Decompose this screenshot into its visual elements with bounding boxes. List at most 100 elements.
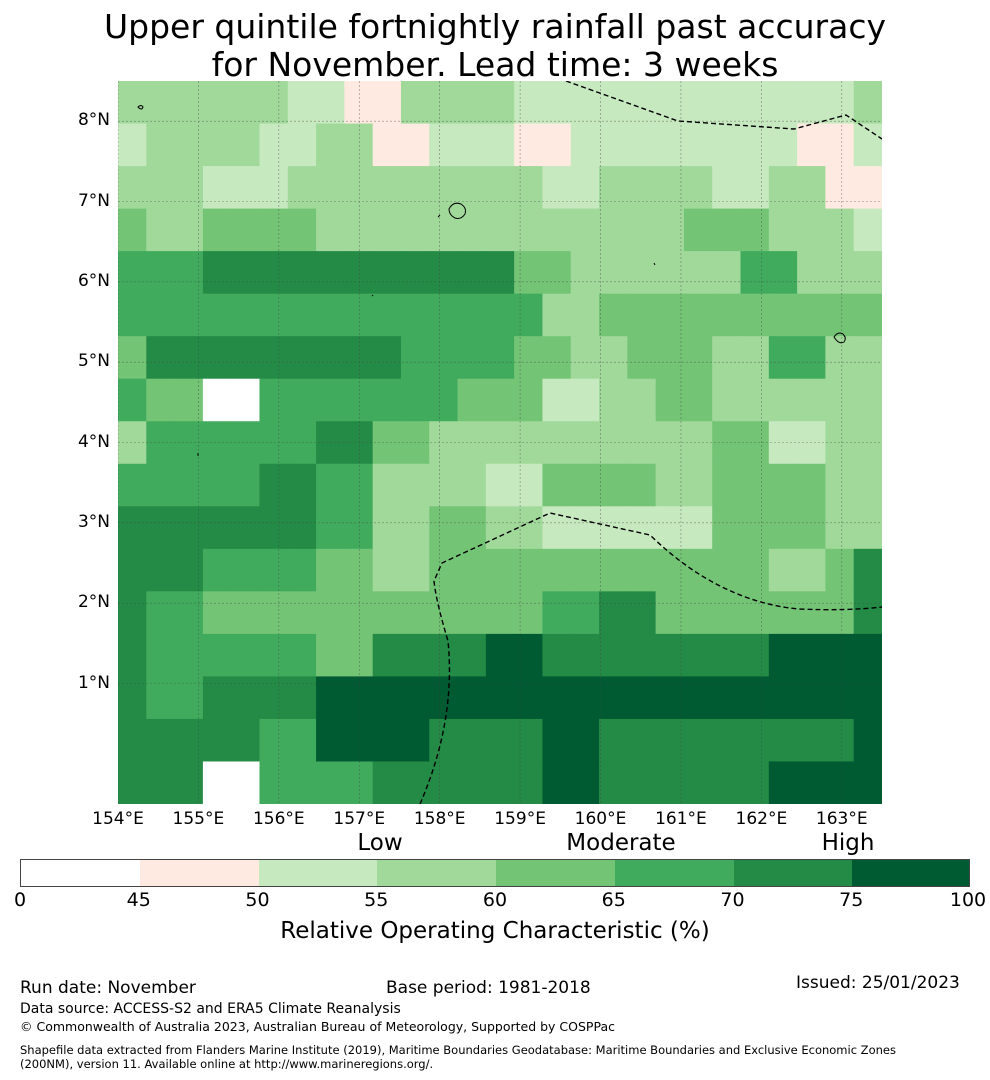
grid-cell xyxy=(514,378,544,422)
colorbar-segment xyxy=(733,860,854,886)
grid-cell xyxy=(853,378,882,422)
grid-cell xyxy=(740,506,770,550)
grid-cell xyxy=(768,166,798,210)
grid-cell xyxy=(514,208,544,252)
grid-cell xyxy=(287,81,317,125)
grid-cell xyxy=(542,208,572,252)
grid-cell xyxy=(655,336,685,380)
grid-cell xyxy=(542,123,572,167)
grid-cell xyxy=(712,293,742,337)
grid-cell xyxy=(202,463,232,507)
grid-cell xyxy=(853,676,882,720)
grid-cell xyxy=(485,166,515,210)
grid-cell xyxy=(202,548,232,592)
grid-cell xyxy=(202,336,232,380)
grid-cell xyxy=(825,761,855,804)
grid-cell xyxy=(655,548,685,592)
grid-cell xyxy=(683,421,713,465)
grid-cell xyxy=(570,463,600,507)
grid-cell xyxy=(344,506,374,550)
grid-cell xyxy=(174,761,204,804)
grid-cell xyxy=(429,293,459,337)
grid-cell xyxy=(740,336,770,380)
grid-cell xyxy=(542,591,572,635)
eez-boundaries xyxy=(419,81,882,804)
grid-cell xyxy=(287,336,317,380)
grid-cell xyxy=(797,251,827,295)
grid-cell xyxy=(570,506,600,550)
grid-cell xyxy=(231,421,261,465)
grid-cell xyxy=(344,208,374,252)
grid-cell xyxy=(259,463,289,507)
grid-cell xyxy=(514,123,544,167)
grid-cell xyxy=(683,463,713,507)
grid-cell xyxy=(372,591,402,635)
grid-cell xyxy=(316,208,345,252)
grid-cell xyxy=(259,633,289,678)
colorbar-segment xyxy=(852,860,969,886)
grid-cell xyxy=(740,251,770,295)
grid-cell xyxy=(655,123,685,167)
grid-cell xyxy=(768,761,798,804)
grid-cell xyxy=(316,676,345,720)
grid-cell xyxy=(655,463,685,507)
grid-cell xyxy=(683,506,713,550)
grid-cell xyxy=(514,251,544,295)
grid-cell xyxy=(344,378,374,422)
grid-cell xyxy=(316,548,345,592)
grid-cell xyxy=(570,293,600,337)
grid-cell xyxy=(853,81,882,125)
grid-cell xyxy=(372,421,402,465)
grid-cell xyxy=(202,718,232,763)
grid-cell xyxy=(344,633,374,678)
grid-cell xyxy=(372,378,402,422)
grid-cell xyxy=(683,208,713,252)
grid-cell xyxy=(372,676,402,720)
grid-cell xyxy=(514,548,544,592)
island-small-2 xyxy=(437,214,441,218)
grid-cell xyxy=(768,251,798,295)
grid-cell xyxy=(202,676,232,720)
grid-cell xyxy=(287,591,317,635)
grid-cell xyxy=(231,81,261,125)
grid-cell xyxy=(344,421,374,465)
grid-cell xyxy=(202,166,232,210)
longitude-label: 162°E xyxy=(735,809,788,829)
latitude-label: 3°N xyxy=(77,511,110,532)
grid-cell xyxy=(259,166,289,210)
grid-cell xyxy=(118,761,147,804)
grid-cell xyxy=(316,293,345,337)
grid-cell xyxy=(768,123,798,167)
grid-cell xyxy=(231,166,261,210)
grid-cell xyxy=(457,421,487,465)
grid-cell xyxy=(231,293,261,337)
grid-cell xyxy=(599,633,628,678)
grid-cell xyxy=(712,761,742,804)
colorbar xyxy=(20,859,970,887)
issued-date: Issued: 25/01/2023 xyxy=(796,973,960,993)
grid-cell xyxy=(429,463,459,507)
grid-cell xyxy=(797,81,827,125)
grid-cell xyxy=(627,251,657,295)
grid-cell xyxy=(174,548,204,592)
grid-cell xyxy=(429,166,459,210)
grid-cell xyxy=(485,336,515,380)
grid-cell xyxy=(768,336,798,380)
grid-cell xyxy=(400,463,430,507)
grid-cell xyxy=(146,761,176,804)
grid-cell xyxy=(146,81,176,125)
grid-cell xyxy=(514,718,544,763)
grid-cell xyxy=(344,718,374,763)
grid-cell xyxy=(599,293,628,337)
grid-cell xyxy=(740,761,770,804)
grid-cell xyxy=(712,208,742,252)
grid-cell xyxy=(202,208,232,252)
latitude-label: 8°N xyxy=(77,110,110,131)
colorbar-segment xyxy=(614,860,735,886)
grid-cell xyxy=(174,591,204,635)
grid-cell xyxy=(599,378,628,422)
grid-cell xyxy=(146,208,176,252)
map-canvas xyxy=(118,81,882,804)
grid-cell xyxy=(655,81,685,125)
grid-cell xyxy=(853,336,882,380)
